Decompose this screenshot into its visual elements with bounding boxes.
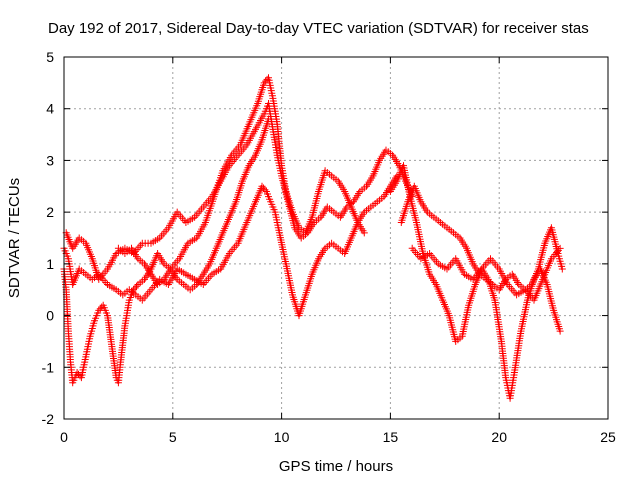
plot-frame bbox=[63, 56, 609, 420]
x-tick-label: 15 bbox=[383, 429, 399, 445]
x-tick-label: 10 bbox=[274, 429, 290, 445]
y-tick-label: 3 bbox=[46, 152, 54, 168]
y-tick-label: -2 bbox=[42, 411, 55, 427]
data-point-marker bbox=[265, 115, 273, 123]
y-tick-label: 0 bbox=[46, 308, 54, 324]
data-points bbox=[60, 74, 566, 402]
data-series bbox=[60, 115, 273, 387]
y-axis-title: SDTVAR / TECUs bbox=[6, 178, 23, 298]
x-tick-label: 25 bbox=[600, 429, 616, 445]
y-tick-label: -1 bbox=[42, 359, 55, 375]
x-axis-title: GPS time / hours bbox=[279, 458, 393, 475]
data-point-marker bbox=[261, 186, 269, 194]
data-point-marker bbox=[556, 244, 564, 252]
data-point-marker bbox=[258, 182, 266, 190]
grid-lines bbox=[64, 57, 608, 419]
y-tick-label: 1 bbox=[46, 256, 54, 272]
x-tick-label: 20 bbox=[491, 429, 507, 445]
x-tick-label: 0 bbox=[60, 429, 68, 445]
y-tick-label: 5 bbox=[46, 49, 54, 65]
data-point-marker bbox=[131, 284, 139, 292]
y-tick-label: 2 bbox=[46, 204, 54, 220]
data-series bbox=[408, 244, 564, 304]
data-point-marker bbox=[260, 184, 267, 192]
data-point-marker bbox=[360, 229, 368, 237]
data-point-marker bbox=[558, 265, 566, 273]
data-series bbox=[114, 74, 368, 288]
data-point-marker bbox=[96, 305, 104, 313]
data-point-marker bbox=[262, 77, 270, 85]
data-series bbox=[397, 182, 566, 294]
y-tick-label: 4 bbox=[46, 101, 54, 117]
data-series bbox=[386, 162, 564, 402]
x-tick-label: 5 bbox=[169, 429, 177, 445]
axis-ticks: 0 5 10 15 20 25 -2 -1 0 1 2 3 4 5 bbox=[42, 49, 616, 445]
chart-title: Day 192 of 2017, Sidereal Day-to-day VTE… bbox=[48, 20, 589, 37]
data-point-marker bbox=[556, 327, 564, 335]
data-point-marker bbox=[75, 370, 82, 378]
data-point-marker bbox=[95, 306, 103, 314]
data-point-marker bbox=[130, 286, 138, 294]
data-point-marker bbox=[133, 282, 140, 290]
data-series bbox=[60, 172, 401, 320]
